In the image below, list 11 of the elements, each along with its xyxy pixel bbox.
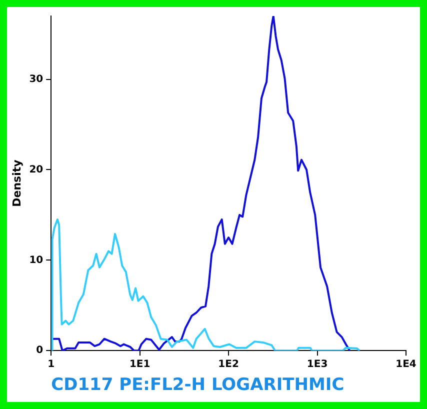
x-tick-label: 1E4 <box>396 359 416 370</box>
x-tick-label: 1 <box>48 359 55 370</box>
x-axis-title: CD117 PE:FL2-H LOGARITHMIC <box>51 375 344 396</box>
y-tick-label: 0 <box>36 345 44 356</box>
y-tick-label: 10 <box>29 254 44 266</box>
x-tick-label: 1E2 <box>218 359 239 370</box>
x-tick-label: 1E1 <box>129 359 150 370</box>
y-axis-title: Density <box>10 160 24 207</box>
y-tick-label: 30 <box>29 74 44 85</box>
x-tick-label: 1E3 <box>306 359 328 370</box>
y-tick-label: 20 <box>29 164 44 176</box>
